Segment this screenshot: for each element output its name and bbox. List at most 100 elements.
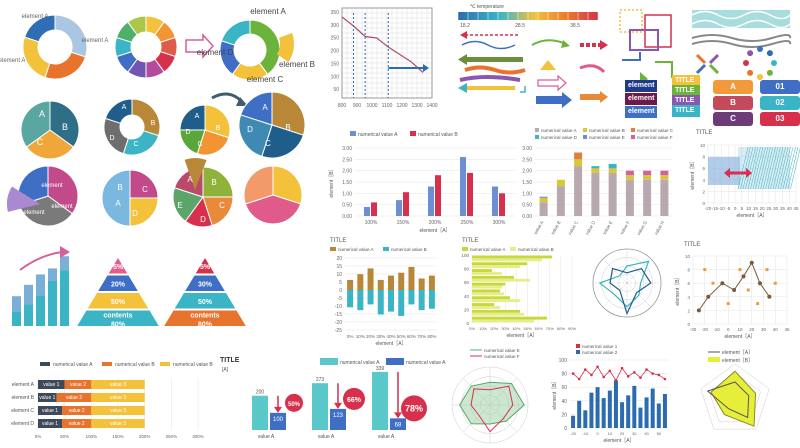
x-tick: value A [318, 434, 335, 440]
pill-label: 01 [760, 80, 800, 94]
y-tick: 200 [331, 49, 340, 55]
stacked-hbar [38, 406, 62, 415]
pie-abcd-slice [196, 129, 230, 156]
stacked-hbar [91, 419, 145, 428]
temp-tick-label: 18.2 [460, 23, 470, 29]
donut1-slice [23, 14, 56, 43]
temp-tick-label: 28.5 [515, 23, 525, 29]
legend-label: numerical value A [541, 128, 577, 133]
curved-arrow-icon [531, 39, 567, 46]
bar-negative [367, 290, 374, 305]
skyline-bar-top [24, 284, 33, 305]
x-tick: -10 [713, 327, 720, 332]
pyramid2-label: contents [190, 312, 219, 319]
bar [252, 395, 268, 430]
bar [607, 390, 612, 428]
x-tick: 40 [773, 327, 779, 332]
stacked-hbar [62, 419, 92, 428]
x-tick: 100% [86, 434, 98, 439]
wavy-arrow-icon [461, 40, 516, 50]
y-tick: 10 [700, 143, 706, 148]
bar-value: 200 [256, 390, 265, 396]
stacked-bar [643, 175, 652, 180]
x-tick: 10 [746, 206, 752, 211]
x-tick: 35 [780, 206, 786, 211]
pie-big-slice [261, 124, 305, 159]
donut-abcd-slice [131, 98, 161, 137]
legend-label: numerical value D [541, 135, 578, 140]
legend-label: numerical value C [637, 128, 674, 133]
x-tick: 20 [760, 206, 766, 211]
stacked-hbar [91, 393, 145, 402]
legend-swatch [583, 128, 587, 132]
bar-negative [347, 290, 354, 308]
pyramid1-layer [77, 310, 159, 326]
stacked-bar [660, 175, 669, 180]
bar-positive [377, 279, 384, 290]
bar [492, 186, 498, 216]
hatch-line [750, 146, 761, 190]
bar2-y-tick: 3.00 [522, 146, 532, 152]
radar-ring [618, 274, 636, 292]
x-tick: 50 [657, 431, 662, 436]
y-tick: 80 [464, 267, 470, 272]
pyramid2-layer [195, 258, 215, 274]
legend-swatch [576, 344, 580, 348]
segment-label: value 3 [110, 382, 126, 388]
legend-swatch [631, 128, 635, 132]
skyline-bar [36, 295, 45, 326]
stacked-bar [556, 186, 565, 216]
pie-label: B [216, 125, 221, 132]
hbar [472, 303, 494, 306]
bar-negative [357, 290, 364, 311]
y-axis-label: element［B］ [689, 158, 696, 189]
x-tick: value A [378, 434, 395, 440]
hatch-line [737, 146, 749, 190]
x-axis-label: element［A］ [724, 333, 755, 340]
chart-title: TITLE [462, 238, 478, 244]
chart-title: TITLE [684, 242, 700, 248]
percent-bubble [401, 395, 427, 422]
legend-swatch [386, 358, 404, 365]
x-tick: 30 [761, 327, 767, 332]
x-tick: 90% [568, 326, 576, 331]
x-tick: value H [653, 220, 665, 236]
bar1-y-tick: 3.00 [342, 146, 352, 152]
pie-elements-slice [47, 165, 79, 215]
pie-exploded-slice [6, 186, 40, 212]
y-tick: 40 [464, 294, 470, 299]
x-tick: 250% [166, 434, 178, 439]
cycle-dot-icon [766, 50, 773, 57]
bar1-y-tick: 0.00 [342, 214, 352, 220]
bar [371, 202, 377, 216]
pyramid1-label: 5% [113, 264, 124, 271]
donut1-slice [44, 51, 87, 80]
y-tick: 0 [702, 201, 705, 206]
bar-positive [367, 268, 374, 290]
x-tick: 0% [347, 334, 354, 339]
stacked-hbar [91, 380, 145, 389]
legend-label: numerical value 1 [582, 344, 618, 349]
radar-series [470, 385, 514, 433]
x-tick: 10 [608, 431, 613, 436]
bar4-y-tick: 80 [561, 372, 567, 378]
donut3-label: element B [279, 60, 315, 69]
bar-negative [398, 290, 405, 316]
hbar [472, 289, 500, 293]
arrow-head-icon [458, 83, 467, 93]
pyramid2-layer [164, 310, 246, 326]
corner-icon [520, 86, 526, 93]
bar [364, 206, 370, 216]
legend-swatch [102, 362, 112, 366]
hbar [472, 312, 524, 316]
x-tick: 1200 [396, 103, 407, 109]
pie-label: A [195, 113, 200, 120]
hbar [472, 309, 520, 313]
pie-label: A [115, 199, 121, 208]
x-tick: value B [550, 220, 562, 236]
pie-label: D [132, 209, 138, 218]
stacked-bar [643, 179, 652, 216]
pie-label: B [285, 123, 290, 132]
pie-label: element [23, 210, 45, 216]
bar4-y-tick: 20 [561, 412, 567, 418]
